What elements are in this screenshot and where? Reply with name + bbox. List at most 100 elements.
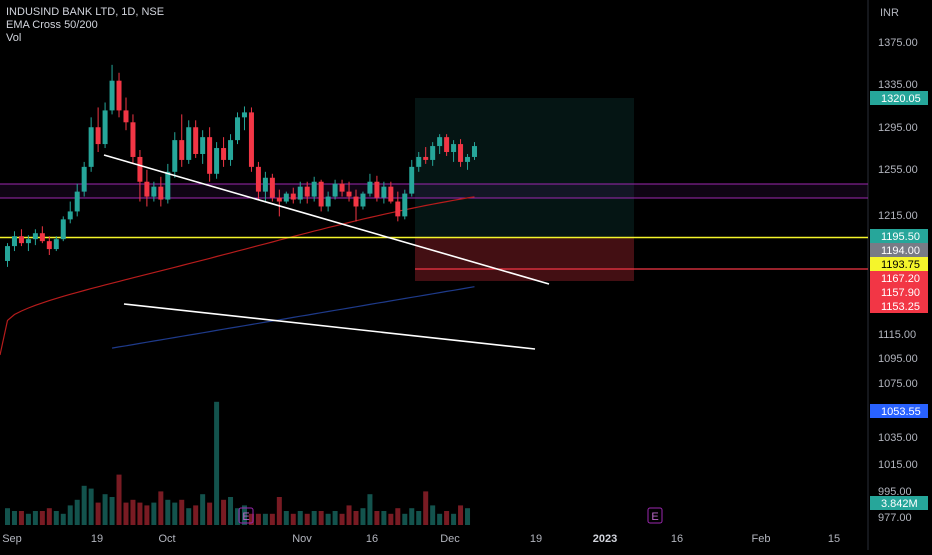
candle-body [283,193,289,202]
earnings-marker [647,507,663,524]
x-tick-label: 2023 [593,533,617,545]
volume-bar [416,511,422,525]
volume-bar [353,511,359,525]
candle-body [332,183,338,197]
candle-body [81,166,87,192]
candle-body [74,191,80,212]
y-tick-label: 1295.00 [878,122,918,134]
candle-body [325,196,331,207]
volume-bar [67,505,73,525]
volume-bar [25,513,31,525]
price-badge-entry [870,271,928,285]
candle-body [276,197,282,202]
x-tick-label: 19 [91,533,103,545]
volume-bar [304,513,310,525]
volume-bar [60,513,66,525]
candle-body [228,140,234,160]
candle-body [5,246,10,261]
volume-bar [430,505,436,525]
volume-bar [123,502,129,525]
candle-body [95,127,101,145]
volume-bar [395,508,401,525]
x-tick-label: 16 [671,533,683,545]
volume-bar [290,513,296,525]
price-badge-label: 1153.25 [881,301,920,313]
price-badge-label: 1157.90 [881,287,920,299]
volume-bar [332,511,338,525]
candle-body [221,148,227,160]
volume-bar [158,491,164,525]
candle-body [430,146,436,160]
currency-label: INR [880,7,899,19]
volume-bar [262,513,268,525]
candle-body [353,196,359,207]
candle-body [186,127,192,160]
candle-body [297,186,303,200]
volume-bar [318,511,324,525]
price-badge-target [870,91,928,105]
volume-bar [444,511,450,525]
candle-body [11,236,17,247]
volume-bar [95,502,101,525]
volume-bar [235,508,241,525]
y-tick-label: 1335.00 [878,79,918,91]
volume-bar [81,485,87,525]
volume-bar [402,513,408,525]
y-tick-label: 1075.00 [878,378,918,390]
candle-body [200,137,206,154]
price-badge-last-price [870,229,928,243]
x-tick-label: Nov [292,533,312,545]
y-tick-label: 1255.00 [878,164,918,176]
candle-body [158,186,164,200]
candle-body [32,233,38,240]
volume-bar [165,499,171,525]
price-badge-stop [870,299,928,313]
volume-bar [458,505,464,525]
candle-body [109,80,115,111]
price-badge-prev-close [870,243,928,257]
volume-label[interactable]: Vol [6,32,22,44]
candle-body [409,166,415,194]
candle-body [67,211,73,220]
symbol-title[interactable]: INDUSIND BANK LTD, 1D, NSE [6,6,165,18]
volume-bar [409,508,415,525]
volume-bar [311,511,317,525]
price-badge-label: 1195.50 [881,231,920,243]
resistance-band [0,184,868,198]
volume-bar [437,513,443,525]
price-badge-label: 1167.20 [881,273,920,285]
volume-bar [214,401,220,525]
y-tick-label: 977.00 [878,512,912,524]
volume-bar [374,511,380,525]
price-badge-ema-50 [870,285,928,299]
x-tick-label: 19 [530,533,542,545]
volume-bar [39,511,45,525]
x-tick-label: Oct [158,533,175,545]
candle-body [465,156,471,162]
volume-bar [241,505,247,525]
candle-body [416,156,422,167]
x-tick-label: Dec [440,533,460,545]
volume-bar [465,508,471,525]
ema-50-line [0,196,475,356]
y-tick-label: 1115.00 [878,329,916,341]
volume-bar [88,488,94,525]
volume-bar [360,508,366,525]
indicator-label[interactable]: EMA Cross 50/200 [6,19,98,31]
candle-body [458,144,464,162]
y-tick-label: 1095.00 [878,353,918,365]
candle-body [262,177,268,192]
volume-bar [151,502,157,525]
price-badge-label: 1193.75 [881,259,920,271]
candle-body [290,193,296,200]
volume-bar [74,499,80,525]
candle-body [471,146,477,157]
candle-body [346,191,352,197]
stop-zone [415,238,634,281]
earnings-marker [238,507,254,524]
candle-body [395,201,401,217]
ema-200-line [111,286,475,349]
price-badge-label: 1053.55 [881,406,921,418]
